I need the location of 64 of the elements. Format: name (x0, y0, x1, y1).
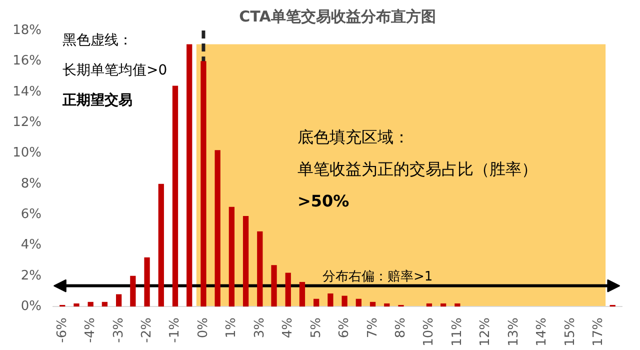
x-tick-label: 12% (478, 317, 494, 346)
bar (314, 298, 320, 306)
y-tick-label: 0% (20, 299, 42, 314)
bar (342, 296, 348, 306)
x-tick-label: 5% (308, 318, 324, 338)
annotation: 正期望交易 (62, 92, 132, 108)
bar (328, 293, 334, 306)
bar (116, 294, 122, 306)
bar (130, 276, 136, 306)
x-tick-label: -6% (54, 317, 70, 343)
bar (426, 303, 432, 306)
bar (88, 302, 94, 306)
bar (356, 298, 362, 306)
bar (285, 272, 291, 306)
bar (299, 282, 306, 306)
annotation: 底色填充区域： (298, 128, 410, 146)
bar (257, 231, 263, 306)
annotation: >50% (298, 192, 350, 210)
bar (384, 303, 390, 306)
annotation: 单笔收益为正的交易占比（胜率） (298, 160, 538, 178)
y-tick-label: 14% (12, 84, 42, 100)
bar (158, 184, 164, 306)
x-tick-label: -4% (83, 317, 98, 343)
bar (454, 303, 460, 306)
y-tick-label: 10% (12, 146, 42, 161)
y-tick-label: 16% (12, 54, 42, 69)
bar (144, 257, 150, 306)
bar (200, 61, 206, 306)
x-tick-label: -3% (111, 317, 126, 343)
annotation: 分布右偏：赔率>1 (322, 268, 433, 284)
y-tick-label: 2% (20, 268, 42, 284)
bar (172, 86, 178, 306)
bar (440, 303, 446, 306)
y-tick-label: 18% (12, 23, 42, 38)
bar (186, 44, 192, 306)
x-tick-label: -1% (168, 317, 183, 343)
bar (228, 206, 235, 306)
x-tick-label: 1% (224, 318, 240, 338)
y-tick-label: 8% (20, 176, 42, 192)
y-tick-label: 4% (20, 238, 42, 253)
y-tick-label: 12% (12, 115, 42, 130)
x-tick-label: 6% (337, 318, 352, 338)
x-tick-label: 10% (422, 317, 437, 346)
x-tick-label: 15% (562, 317, 578, 346)
bar (271, 265, 277, 306)
y-tick-label: 6% (20, 207, 42, 222)
annotation: 长期单笔均值>0 (62, 62, 168, 78)
x-tick-label: 17% (591, 317, 606, 346)
x-tick-label: 11% (450, 317, 465, 346)
x-tick-label: 7% (365, 318, 380, 338)
x-tick-label: 4% (280, 318, 296, 338)
bar (370, 302, 376, 306)
x-tick-label: 8% (393, 318, 408, 338)
x-tick-label: -2% (140, 317, 155, 343)
x-tick-label: 13% (506, 317, 522, 346)
annotation: 黑色虚线： (62, 32, 132, 48)
bar (242, 216, 249, 306)
bar (74, 303, 80, 306)
x-tick-label: 14% (534, 317, 550, 346)
x-tick-label: 3% (252, 318, 268, 338)
bar (102, 302, 108, 306)
bar (214, 150, 220, 306)
x-tick-label: 0% (196, 318, 211, 338)
chart-title: CTA单笔交易收益分布直方图 (239, 8, 436, 26)
